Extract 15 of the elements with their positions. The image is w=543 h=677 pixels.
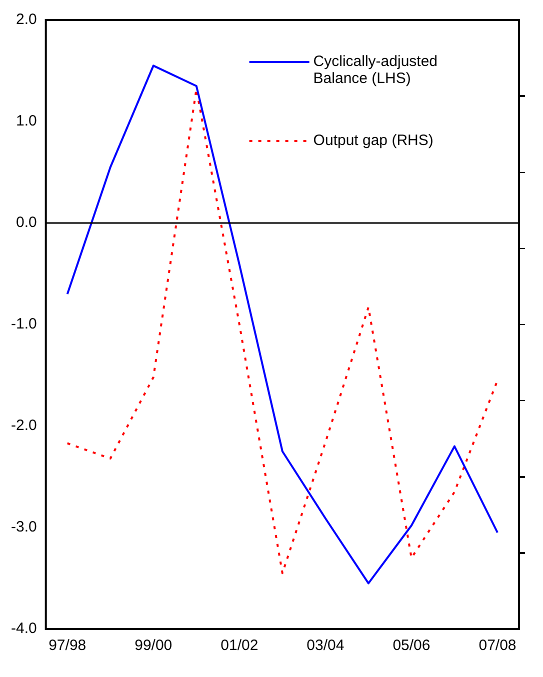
x-tick-label: 07/08: [478, 637, 516, 654]
y-tick-label: 2.0: [16, 11, 37, 28]
legend-label: Cyclically-adjusted Balance (LHS): [313, 53, 438, 88]
y-tick-label: -3.0: [10, 518, 37, 536]
y-tick-label: -4.0: [10, 620, 37, 638]
legend-label: Output gap (RHS): [313, 132, 434, 150]
x-tick-label: 03/04: [306, 637, 344, 654]
y-tick-label: -2.0: [10, 417, 37, 434]
y-tick-label: 1.0: [16, 112, 37, 130]
x-tick-label: 99/00: [134, 637, 172, 654]
x-tick-label: 01/02: [220, 637, 258, 654]
x-tick-label: 97/98: [48, 637, 86, 654]
x-tick-label: 05/06: [392, 637, 430, 654]
y-tick-label: 0.0: [16, 214, 37, 232]
y-tick-label: -1.0: [10, 316, 37, 333]
